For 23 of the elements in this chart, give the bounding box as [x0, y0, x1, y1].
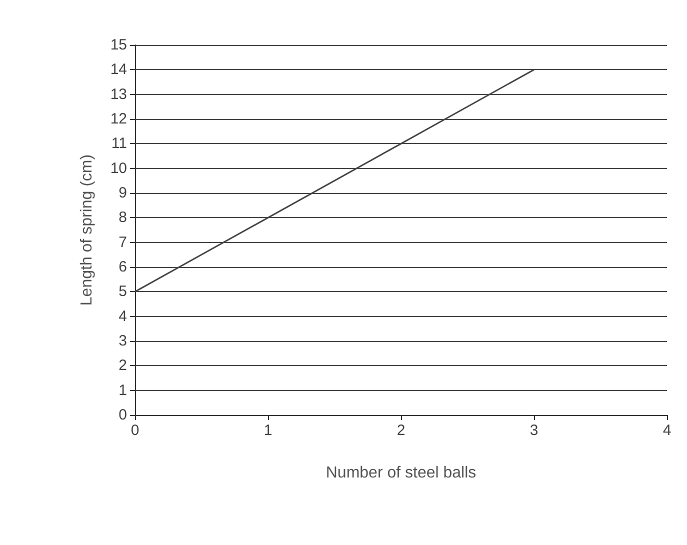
y-tick-label: 14 [110, 61, 127, 78]
y-tick-label: 9 [118, 184, 127, 202]
y-tick-label: 4 [118, 308, 127, 325]
y-axis-title: Length of spring (cm) [78, 154, 96, 306]
y-tick-label: 11 [111, 135, 127, 152]
x-tick-label: 3 [530, 422, 538, 439]
y-tick-label: 0 [118, 406, 127, 424]
x-tick-label: 1 [264, 422, 272, 439]
y-tick-label: 1 [118, 382, 127, 399]
y-tick-label: 8 [118, 209, 127, 226]
y-tick-label: 12 [110, 110, 127, 128]
y-tick-label: 10 [110, 160, 127, 177]
y-tick-label: 7 [118, 234, 127, 251]
y-tick-label: 6 [118, 258, 127, 276]
x-tick-label: 4 [662, 422, 672, 439]
x-tick-label: 2 [396, 422, 406, 439]
y-tick-label: 3 [118, 332, 127, 350]
y-tick-label: 13 [110, 86, 127, 103]
y-tick-label: 2 [118, 357, 127, 374]
x-axis-title: Number of steel balls [326, 464, 476, 482]
y-tick-label: 15 [110, 36, 127, 54]
x-tick-label: 0 [130, 422, 140, 439]
y-tick-label: 5 [118, 283, 127, 300]
